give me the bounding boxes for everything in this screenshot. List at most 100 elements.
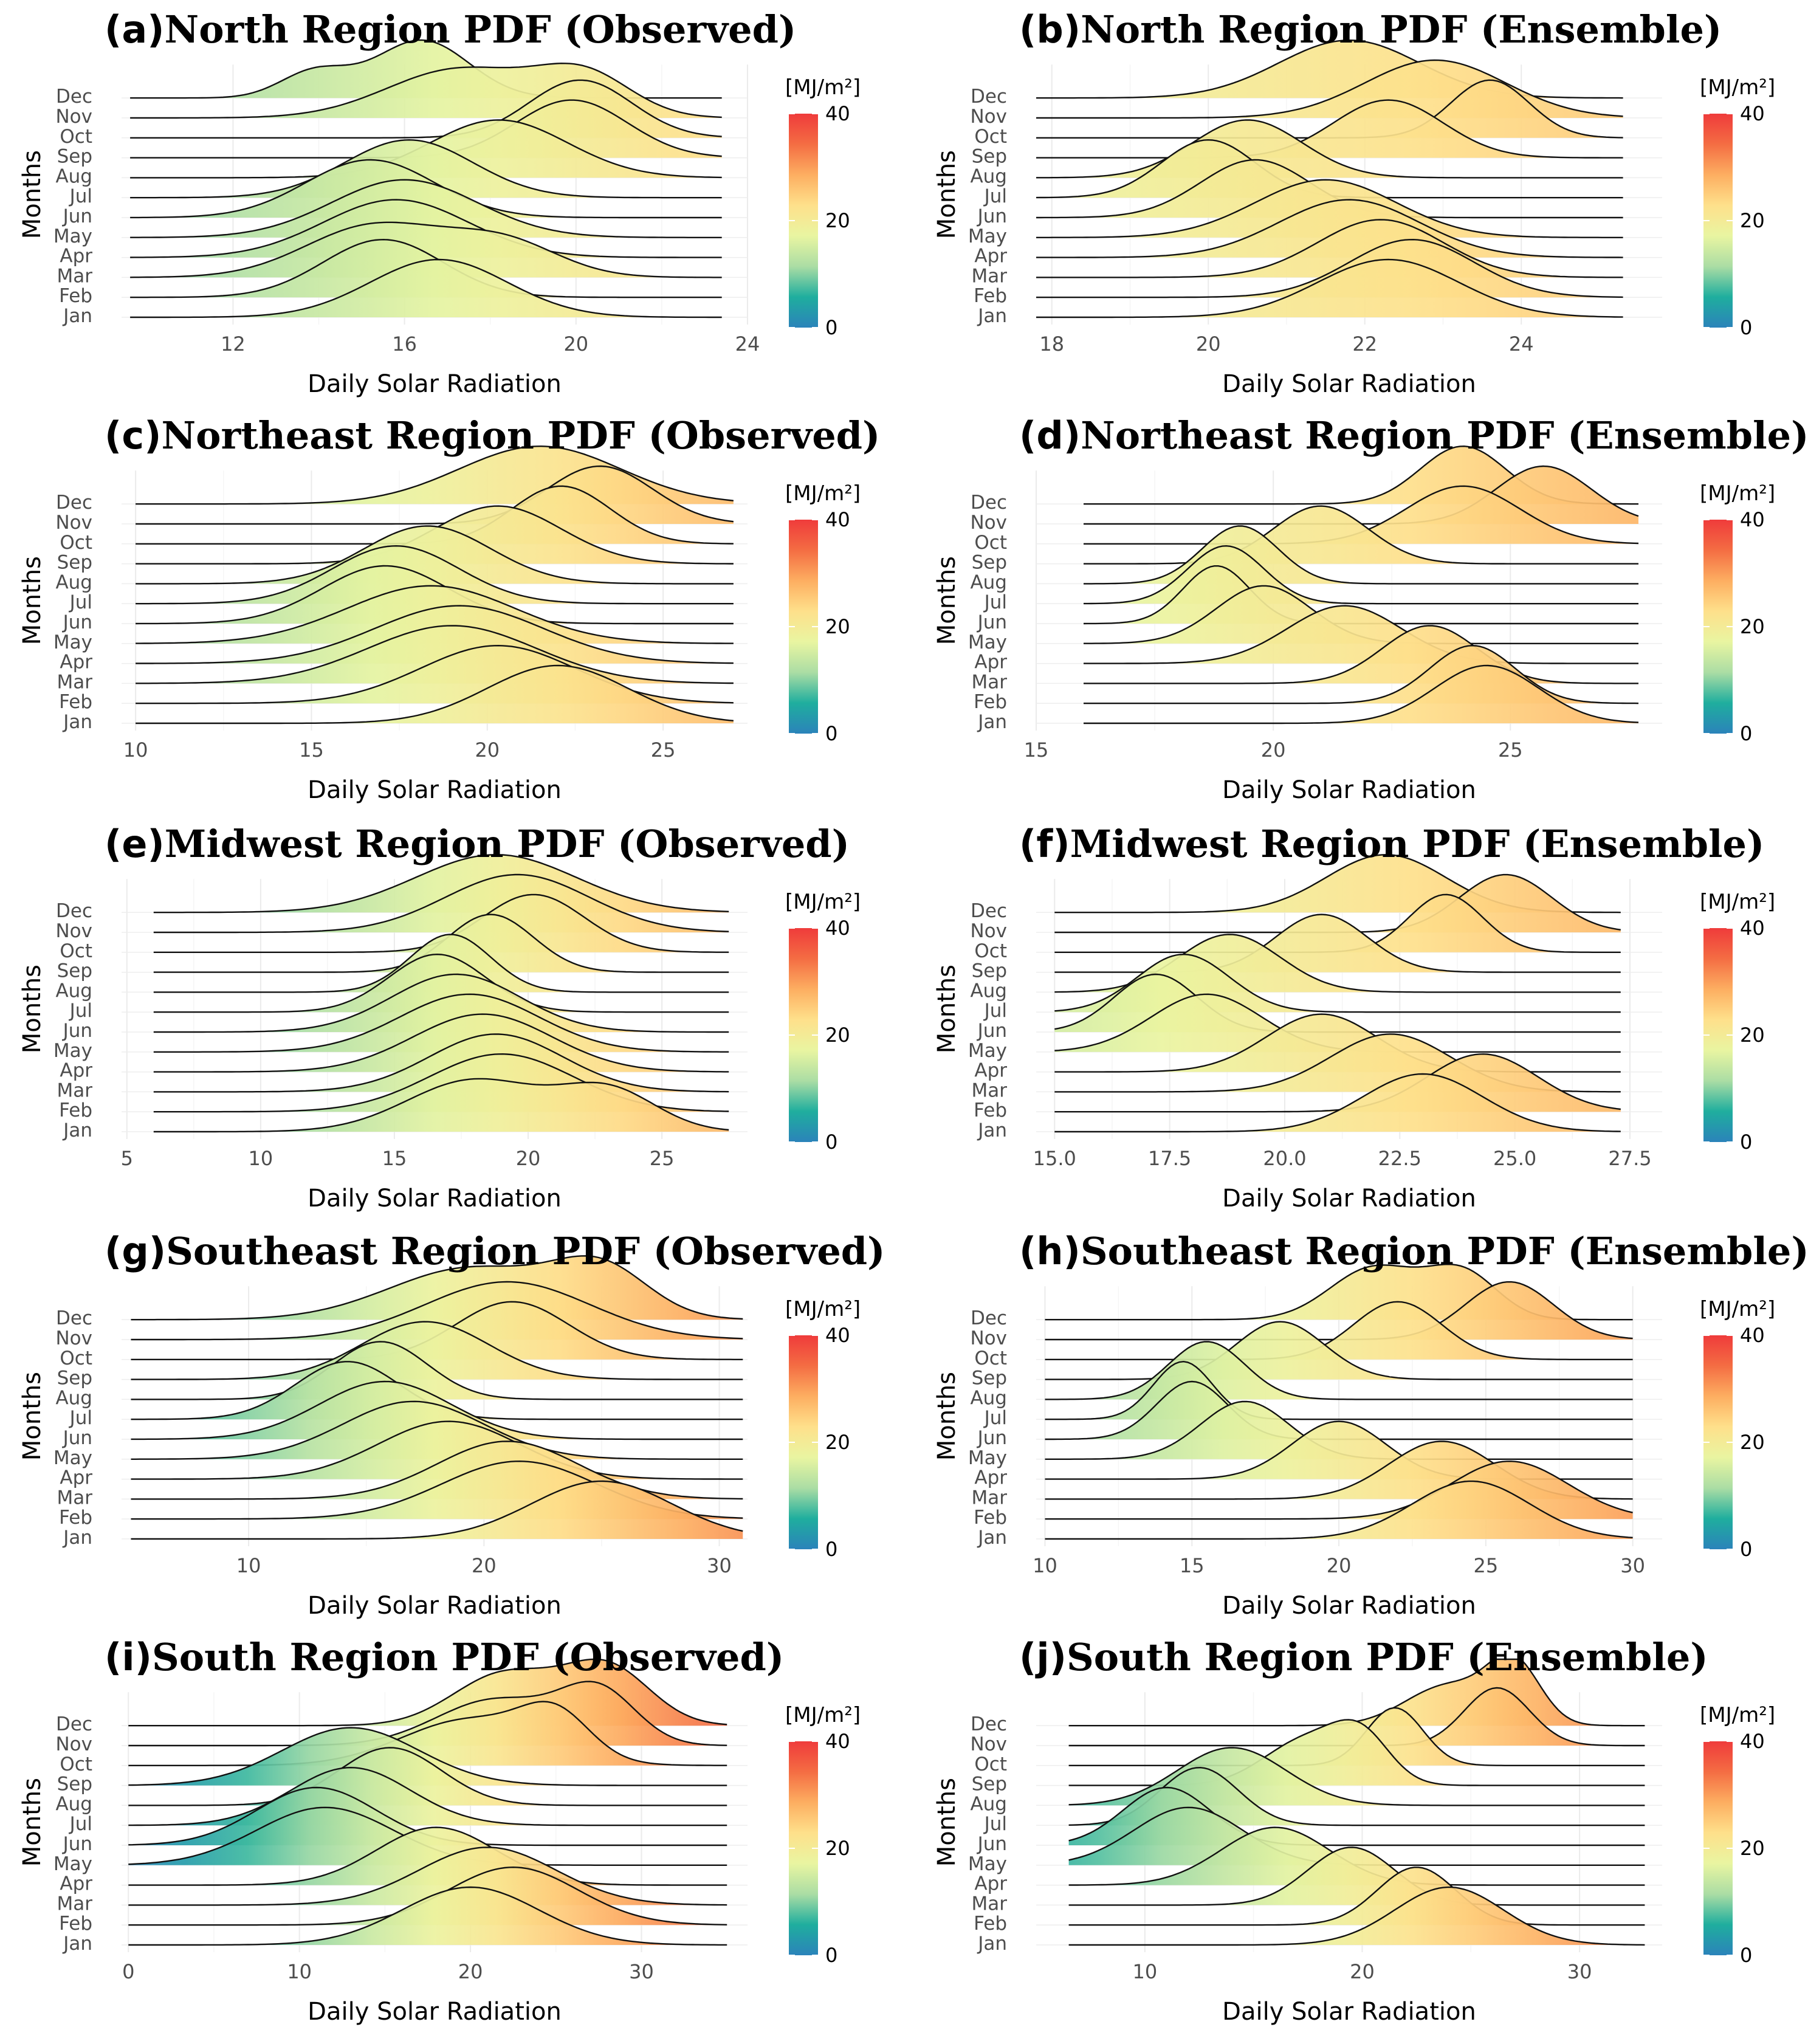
month-label: Mar: [57, 265, 93, 287]
ridge-fill-feb: [128, 1867, 727, 1925]
panel-label: (e): [105, 822, 165, 866]
legend-tick-label: 0: [1740, 316, 1752, 339]
x-tick-label: 20: [1350, 1960, 1375, 1983]
ridge-line-jun: [131, 1380, 743, 1440]
y-axis-title: Months: [933, 1372, 961, 1461]
month-label: Jan: [977, 1120, 1007, 1141]
month-label: Nov: [970, 106, 1007, 128]
legend-tick-label: 0: [1740, 1538, 1752, 1561]
x-axis-title: Daily Solar Radiation: [308, 370, 562, 398]
month-label: Dec: [971, 1713, 1007, 1735]
ridge-fill-oct: [1045, 1301, 1633, 1360]
ridge-line-jun: [130, 159, 722, 219]
ridge-fill-oct: [136, 486, 734, 544]
y-axis-title: Months: [933, 965, 961, 1053]
ridge-fill-sep: [1054, 914, 1621, 972]
ridge-line-sep: [128, 1727, 727, 1786]
ridges: [1054, 853, 1621, 1133]
ridges: [130, 39, 722, 318]
month-label: Nov: [55, 1733, 92, 1755]
ridge-fill-nov: [1068, 1688, 1645, 1746]
ridge-fill-jun: [1045, 1382, 1633, 1439]
month-label: Apr: [974, 1060, 1007, 1082]
x-tick-label: 30: [1567, 1960, 1592, 1983]
month-label: Sep: [57, 960, 92, 982]
legend-title: [MJ/m²]: [1700, 1297, 1775, 1321]
month-label: Jul: [69, 591, 92, 613]
month-label: Jun: [62, 611, 92, 633]
panel-label: (j): [1019, 1635, 1067, 1679]
month-label: Dec: [971, 492, 1007, 514]
month-label: Jun: [62, 205, 92, 227]
legend-tick-label: 0: [1740, 1944, 1752, 1967]
ridge-fill-apr: [1054, 1014, 1621, 1072]
ridge-fill-aug: [131, 1341, 743, 1400]
ridge-fill-oct: [1036, 80, 1623, 138]
panel-label: (a): [105, 7, 165, 52]
month-label: Jun: [62, 1427, 92, 1449]
ridge-line-jul: [1068, 1766, 1645, 1826]
ridge-line-jan: [131, 1480, 743, 1540]
ridge-fill-dec: [130, 40, 722, 98]
x-axis-title: Daily Solar Radiation: [308, 1592, 562, 1620]
ridge-line-jan: [128, 1886, 727, 1946]
ridge-fill-oct: [153, 894, 729, 952]
ridge-line-aug: [1068, 1747, 1645, 1806]
month-label: Jun: [977, 611, 1007, 633]
month-label: Feb: [974, 1913, 1007, 1935]
month-label: Nov: [970, 512, 1007, 534]
month-label: Dec: [56, 1713, 92, 1735]
month-label: Sep: [972, 146, 1007, 168]
y-axis-title: Months: [18, 150, 46, 239]
month-label: Oct: [60, 126, 92, 148]
ridge-fill-oct: [131, 1301, 743, 1360]
ridge-fill-feb: [1068, 1867, 1645, 1925]
ridges: [1068, 1658, 1645, 1946]
month-label: Jul: [983, 1407, 1007, 1429]
x-axis-title: Daily Solar Radiation: [308, 1998, 562, 2026]
x-tick-label: 27.5: [1608, 1147, 1651, 1170]
ridge-fill-may: [1054, 994, 1621, 1052]
month-label: Oct: [60, 1753, 92, 1775]
legend-tick-label: 40: [1740, 917, 1765, 940]
y-axis-title: Months: [18, 1778, 46, 1867]
month-label: Jan: [977, 1527, 1007, 1549]
ridge-line-apr: [131, 1420, 743, 1480]
month-label: Jul: [69, 1813, 92, 1835]
ridge-fill-sep: [131, 1321, 743, 1380]
legend-title: [MJ/m²]: [785, 1297, 861, 1321]
legend-tick-label: 20: [1740, 1024, 1765, 1047]
month-label: Apr: [60, 1873, 92, 1895]
ridge-line-may: [131, 1400, 743, 1460]
month-label: Jan: [62, 1527, 92, 1549]
y-axis-title: Months: [18, 556, 46, 645]
ridge-line-apr: [136, 605, 734, 664]
ridge-line-may: [1036, 179, 1623, 238]
x-tick-label: 10: [123, 738, 148, 762]
x-axis-title: Daily Solar Radiation: [1222, 1592, 1476, 1620]
panel-label: (b): [1019, 7, 1081, 52]
panel-title-text: Northeast Region PDF (Ensemble): [1081, 413, 1808, 458]
month-label: May: [968, 1447, 1007, 1469]
y-axis-title: Months: [933, 150, 961, 239]
x-tick-label: 20: [1196, 332, 1221, 356]
month-label: Sep: [57, 552, 92, 574]
month-label: Apr: [974, 1873, 1007, 1895]
panel-label: (f): [1019, 822, 1070, 866]
ridge-fill-jan: [136, 666, 734, 723]
month-label: Mar: [57, 1893, 93, 1915]
ridge-line-may: [153, 993, 729, 1053]
legend-tick-label: 40: [1740, 508, 1765, 531]
ridge-line-feb: [1084, 644, 1639, 704]
month-label: Sep: [57, 146, 92, 168]
month-label: Oct: [60, 532, 92, 554]
ridges: [136, 445, 734, 724]
month-label: Feb: [59, 1913, 92, 1935]
x-tick-label: 15.0: [1033, 1147, 1076, 1170]
month-label: Jul: [983, 185, 1007, 207]
